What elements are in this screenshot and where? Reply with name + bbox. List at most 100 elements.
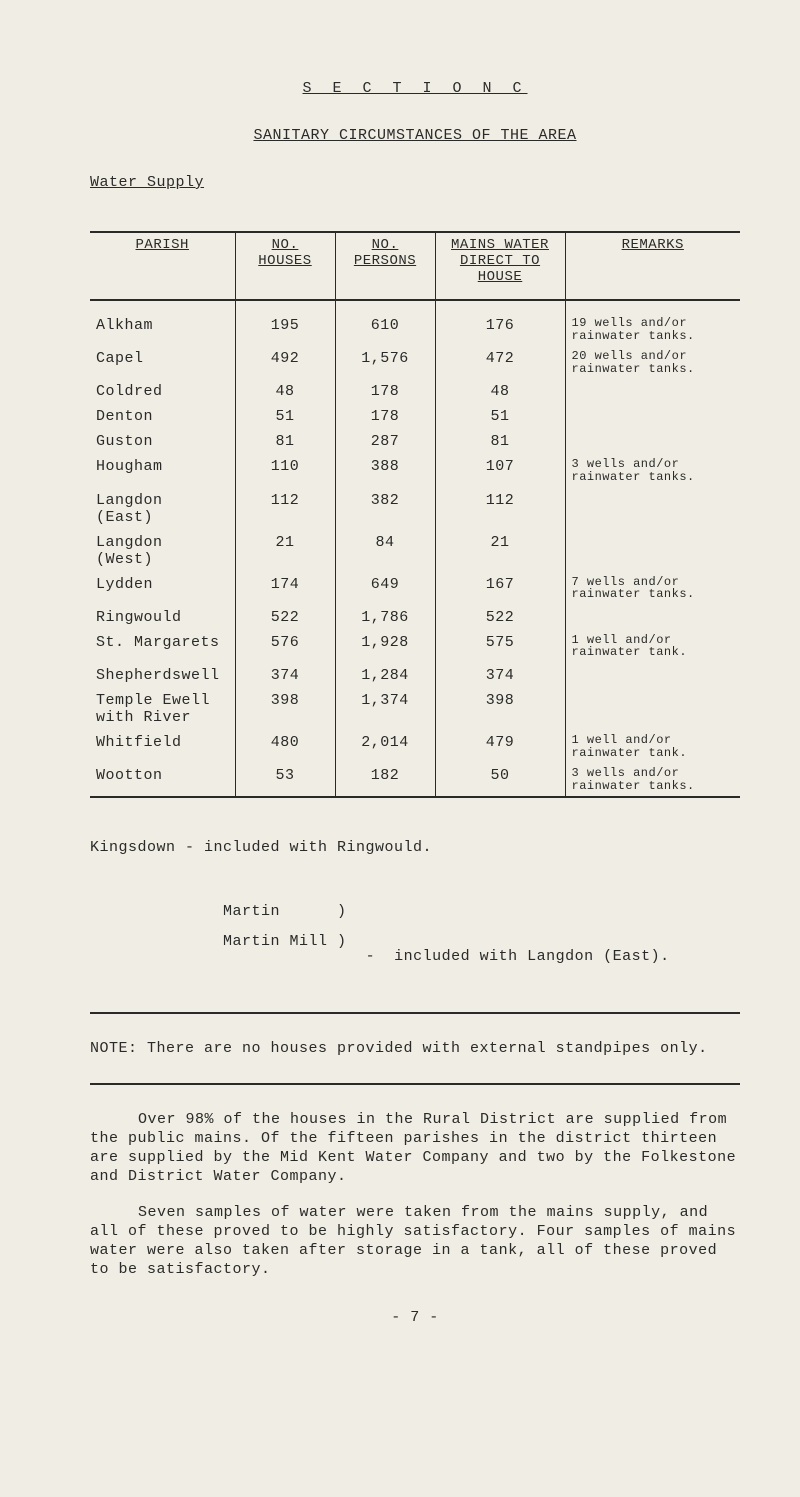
table-row: Ringwould5221,786522 <box>90 605 740 630</box>
cell-houses: 522 <box>235 605 335 630</box>
cell-parish: Ringwould <box>90 605 235 630</box>
cell-persons: 287 <box>335 429 435 454</box>
table-row: Temple Ewell with River3981,374398 <box>90 688 740 730</box>
cell-remarks <box>565 429 740 454</box>
cell-persons: 388 <box>335 454 435 487</box>
cell-persons: 1,576 <box>335 346 435 379</box>
note-kingsdown: Kingsdown - included with Ringwould. <box>90 838 740 858</box>
cell-houses: 51 <box>235 404 335 429</box>
cell-persons: 182 <box>335 763 435 797</box>
note-martin: Martin ) Martin Mill ) - included with L… <box>90 870 740 987</box>
cell-mains: 479 <box>435 730 565 763</box>
table-row: Shepherdswell3741,284374 <box>90 663 740 688</box>
cell-houses: 48 <box>235 379 335 404</box>
cell-parish: Langdon (West) <box>90 530 235 572</box>
cell-parish: Alkham <box>90 300 235 346</box>
cell-houses: 110 <box>235 454 335 487</box>
body-text: Over 98% of the houses in the Rural Dist… <box>90 1111 740 1279</box>
cell-mains: 522 <box>435 605 565 630</box>
cell-parish: Capel <box>90 346 235 379</box>
paragraph-1: Over 98% of the houses in the Rural Dist… <box>90 1111 740 1186</box>
cell-mains: 575 <box>435 630 565 663</box>
col-header-remarks: REMARKS <box>565 232 740 300</box>
cell-parish: Wootton <box>90 763 235 797</box>
cell-persons: 1,374 <box>335 688 435 730</box>
separator-rule <box>90 1083 740 1085</box>
cell-houses: 112 <box>235 488 335 530</box>
cell-persons: 1,786 <box>335 605 435 630</box>
cell-parish: Whitfield <box>90 730 235 763</box>
col-header-mains: MAINS WATER DIRECT TO HOUSE <box>435 232 565 300</box>
cell-persons: 1,928 <box>335 630 435 663</box>
water-supply-heading: Water Supply <box>90 174 740 191</box>
page-number: - 7 - <box>90 1309 740 1326</box>
cell-remarks: 3 wells and/or rainwater tanks. <box>565 763 740 797</box>
note-martin-tail: - included with Langdon (East). <box>347 948 670 965</box>
cell-parish: St. Margarets <box>90 630 235 663</box>
cell-parish: Langdon (East) <box>90 488 235 530</box>
table-row: St. Margarets5761,9285751 well and/or ra… <box>90 630 740 663</box>
col-header-parish: PARISH <box>90 232 235 300</box>
cell-houses: 480 <box>235 730 335 763</box>
cell-remarks: 3 wells and/or rainwater tanks. <box>565 454 740 487</box>
cell-remarks <box>565 379 740 404</box>
cell-remarks: 19 wells and/or rainwater tanks. <box>565 300 740 346</box>
cell-houses: 81 <box>235 429 335 454</box>
note-martin-line-a: Martin ) <box>223 903 347 920</box>
cell-remarks: 1 well and/or rainwater tank. <box>565 630 740 663</box>
cell-remarks <box>565 605 740 630</box>
cell-houses: 195 <box>235 300 335 346</box>
cell-mains: 21 <box>435 530 565 572</box>
table-row: Alkham19561017619 wells and/or rainwater… <box>90 300 740 346</box>
cell-remarks <box>565 488 740 530</box>
cell-houses: 374 <box>235 663 335 688</box>
cell-persons: 178 <box>335 404 435 429</box>
cell-remarks <box>565 404 740 429</box>
cell-remarks: 7 wells and/or rainwater tanks. <box>565 572 740 605</box>
cell-houses: 576 <box>235 630 335 663</box>
col-header-houses: NO. HOUSES <box>235 232 335 300</box>
cell-persons: 84 <box>335 530 435 572</box>
cell-remarks <box>565 530 740 572</box>
cell-mains: 398 <box>435 688 565 730</box>
cell-persons: 649 <box>335 572 435 605</box>
cell-houses: 53 <box>235 763 335 797</box>
cell-mains: 112 <box>435 488 565 530</box>
table-row: Capel4921,57647220 wells and/or rainwate… <box>90 346 740 379</box>
cell-mains: 472 <box>435 346 565 379</box>
cell-remarks <box>565 688 740 730</box>
document-page: S E C T I O N C SANITARY CIRCUMSTANCES O… <box>0 0 800 1497</box>
cell-parish: Guston <box>90 429 235 454</box>
cell-persons: 178 <box>335 379 435 404</box>
cell-persons: 610 <box>335 300 435 346</box>
table-row: Denton5117851 <box>90 404 740 429</box>
table-header-row: PARISH NO. HOUSES NO. PERSONS MAINS WATE… <box>90 232 740 300</box>
separator-rule <box>90 1012 740 1014</box>
cell-parish: Coldred <box>90 379 235 404</box>
cell-mains: 374 <box>435 663 565 688</box>
cell-persons: 2,014 <box>335 730 435 763</box>
note-martin-bracket: Martin ) Martin Mill ) <box>147 889 347 964</box>
note-standpipes: NOTE: There are no houses provided with … <box>90 1040 740 1057</box>
cell-persons: 382 <box>335 488 435 530</box>
cell-mains: 48 <box>435 379 565 404</box>
col-header-persons: NO. PERSONS <box>335 232 435 300</box>
cell-houses: 21 <box>235 530 335 572</box>
cell-parish: Temple Ewell with River <box>90 688 235 730</box>
sub-title: SANITARY CIRCUMSTANCES OF THE AREA <box>90 127 740 144</box>
table-row: Coldred4817848 <box>90 379 740 404</box>
cell-parish: Denton <box>90 404 235 429</box>
cell-mains: 176 <box>435 300 565 346</box>
cell-mains: 107 <box>435 454 565 487</box>
cell-houses: 174 <box>235 572 335 605</box>
cell-persons: 1,284 <box>335 663 435 688</box>
cell-parish: Shepherdswell <box>90 663 235 688</box>
section-title: S E C T I O N C <box>90 80 740 97</box>
cell-parish: Lydden <box>90 572 235 605</box>
table-row: Lydden1746491677 wells and/or rainwater … <box>90 572 740 605</box>
cell-remarks: 1 well and/or rainwater tank. <box>565 730 740 763</box>
cell-remarks: 20 wells and/or rainwater tanks. <box>565 346 740 379</box>
table-row: Wootton53182503 wells and/or rainwater t… <box>90 763 740 797</box>
table-row: Hougham1103881073 wells and/or rainwater… <box>90 454 740 487</box>
table-row: Whitfield4802,0144791 well and/or rainwa… <box>90 730 740 763</box>
